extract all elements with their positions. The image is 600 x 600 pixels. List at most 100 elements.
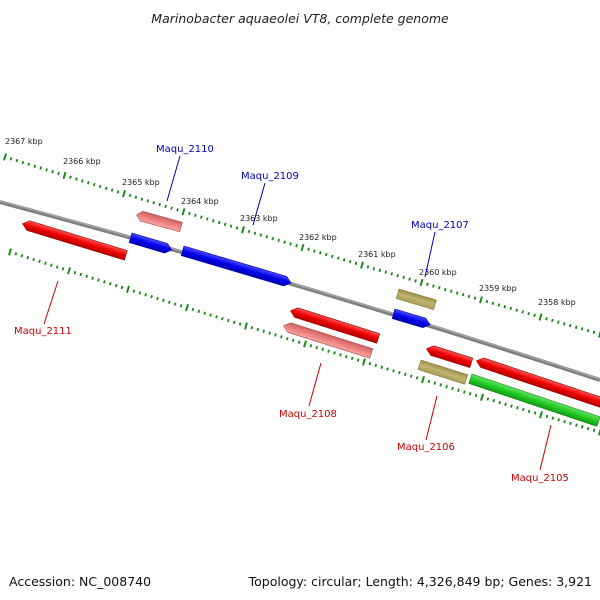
upper-minor-tick: [319, 251, 322, 255]
lower-minor-tick: [581, 425, 584, 429]
lower-minor-tick: [209, 313, 212, 317]
lower-minor-tick: [144, 293, 147, 297]
feature-cds-minus-3[interactable]: [425, 344, 474, 369]
lower-minor-tick: [586, 426, 590, 431]
lower-minor-tick: [73, 270, 77, 275]
lower-minor-tick: [321, 347, 324, 352]
upper-minor-tick: [503, 305, 507, 309]
lower-minor-tick: [32, 257, 35, 262]
upper-minor-tick: [9, 157, 13, 161]
lower-minor-tick: [109, 282, 112, 286]
feature-misc-1[interactable]: [395, 288, 437, 311]
lower-minor-tick: [486, 397, 490, 401]
lower-minor-tick: [79, 272, 83, 277]
scale-label-2364: 2364 kbp: [181, 197, 219, 206]
gene-label-maqu-2105[interactable]: Maqu_2105: [511, 473, 569, 484]
upper-major-tick: [300, 243, 305, 252]
scale-label-2358: 2358 kbp: [538, 298, 576, 307]
upper-minor-tick: [110, 188, 114, 192]
lower-minor-tick: [427, 379, 431, 384]
upper-minor-tick: [33, 164, 37, 168]
feature-cds-minus-2[interactable]: [289, 306, 381, 344]
gene-label-maqu-2109[interactable]: Maqu_2109: [241, 171, 299, 182]
upper-major-tick: [3, 153, 7, 161]
scale-label-2365: 2365 kbp: [122, 178, 160, 187]
feature-cds-plus-3[interactable]: [391, 308, 431, 329]
upper-minor-tick: [51, 170, 54, 174]
lower-major-tick: [244, 322, 248, 330]
lower-minor-tick: [168, 300, 171, 304]
lower-minor-tick: [439, 383, 442, 387]
upper-minor-tick: [75, 177, 78, 181]
feature-misc-2[interactable]: [417, 359, 469, 385]
lower-minor-tick: [268, 331, 271, 335]
gene-label-maqu-2110[interactable]: Maqu_2110: [156, 144, 214, 155]
lower-minor-tick: [256, 327, 260, 332]
upper-minor-tick: [432, 284, 435, 288]
lower-minor-tick: [374, 363, 378, 368]
lower-minor-tick: [404, 372, 407, 377]
upper-minor-tick: [223, 222, 227, 227]
upper-minor-tick: [87, 181, 90, 185]
lower-minor-tick: [356, 358, 360, 362]
upper-minor-tick: [289, 242, 292, 246]
upper-major-tick: [62, 171, 67, 180]
upper-minor-tick: [586, 328, 590, 333]
upper-minor-tick: [461, 293, 465, 297]
lower-minor-tick: [97, 278, 100, 282]
lower-minor-tick: [575, 423, 578, 427]
feature-cds-minus-1[interactable]: [21, 219, 128, 261]
upper-minor-tick: [396, 273, 399, 278]
feature-rna-1[interactable]: [468, 373, 600, 427]
upper-minor-tick: [426, 282, 429, 287]
upper-minor-tick: [378, 268, 382, 273]
lower-minor-tick: [197, 309, 201, 314]
lower-minor-tick: [545, 414, 549, 419]
upper-minor-tick: [509, 306, 513, 311]
upper-minor-tick: [574, 325, 578, 329]
lower-minor-tick: [91, 276, 94, 280]
feature-gene-minus-1[interactable]: [282, 321, 374, 359]
lower-minor-tick: [380, 365, 383, 369]
gene-label-maqu-2108[interactable]: Maqu_2108: [279, 409, 337, 420]
upper-minor-tick: [342, 258, 346, 262]
lower-major-tick: [67, 267, 71, 275]
upper-minor-tick: [521, 310, 524, 314]
feature-cds-plus-1[interactable]: [128, 232, 173, 255]
gene-label-maqu-2107[interactable]: Maqu_2107: [411, 220, 469, 231]
lower-minor-tick: [409, 374, 413, 378]
lower-minor-tick: [557, 418, 560, 422]
upper-minor-tick: [283, 240, 286, 244]
lower-minor-tick: [451, 386, 454, 391]
lower-minor-tick: [191, 307, 195, 312]
gene-label-maqu-2106[interactable]: Maqu_2106: [397, 442, 455, 453]
upper-minor-tick: [545, 317, 548, 321]
lower-minor-tick: [103, 280, 106, 284]
lower-minor-tick: [333, 351, 336, 355]
upper-minor-tick: [57, 171, 60, 176]
upper-minor-tick: [116, 190, 120, 194]
upper-minor-tick: [295, 244, 298, 248]
upper-minor-tick: [104, 186, 108, 190]
gene-label-maqu-2111[interactable]: Maqu_2111: [14, 326, 72, 337]
upper-minor-tick: [277, 238, 280, 243]
lower-minor-tick: [398, 370, 401, 375]
upper-minor-tick: [158, 202, 161, 207]
upper-minor-tick: [15, 159, 19, 163]
upper-minor-tick: [200, 215, 203, 219]
upper-major-tick: [419, 278, 424, 287]
accession-text: Accession: NC_008740: [9, 574, 151, 589]
upper-minor-tick: [69, 175, 72, 179]
lower-minor-tick: [415, 376, 419, 380]
upper-minor-tick: [390, 272, 394, 276]
upper-major-tick: [360, 261, 364, 269]
upper-minor-tick: [408, 277, 411, 281]
feature-cds-plus-2[interactable]: [180, 245, 292, 288]
upper-minor-tick: [134, 195, 138, 200]
scale-label-2360: 2360 kbp: [419, 268, 457, 277]
feature-gene-minus-2-upper[interactable]: [135, 210, 183, 233]
lower-minor-tick: [38, 259, 41, 264]
feature-cds-minus-4[interactable]: [475, 356, 600, 409]
lower-major-tick: [126, 285, 130, 293]
upper-minor-tick: [325, 252, 328, 257]
